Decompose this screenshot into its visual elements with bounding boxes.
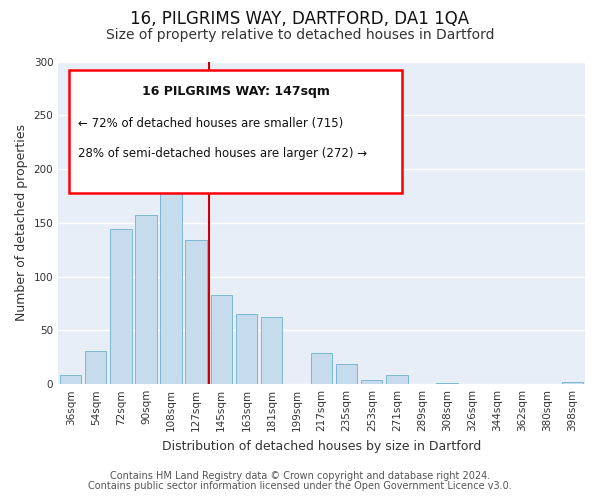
Y-axis label: Number of detached properties: Number of detached properties xyxy=(15,124,28,322)
Text: Contains HM Land Registry data © Crown copyright and database right 2024.: Contains HM Land Registry data © Crown c… xyxy=(110,471,490,481)
Bar xyxy=(236,314,257,384)
Bar xyxy=(85,351,106,384)
Text: Size of property relative to detached houses in Dartford: Size of property relative to detached ho… xyxy=(106,28,494,42)
Text: 16 PILGRIMS WAY: 147sqm: 16 PILGRIMS WAY: 147sqm xyxy=(142,85,329,98)
Bar xyxy=(562,382,583,384)
Text: 16, PILGRIMS WAY, DARTFORD, DA1 1QA: 16, PILGRIMS WAY, DARTFORD, DA1 1QA xyxy=(130,10,470,28)
Bar xyxy=(436,383,458,384)
Text: ← 72% of detached houses are smaller (715): ← 72% of detached houses are smaller (71… xyxy=(78,118,343,130)
Text: 28% of semi-detached houses are larger (272) →: 28% of semi-detached houses are larger (… xyxy=(78,148,367,160)
Bar xyxy=(160,125,182,384)
Bar xyxy=(361,380,382,384)
Text: Contains public sector information licensed under the Open Government Licence v3: Contains public sector information licen… xyxy=(88,481,512,491)
Bar xyxy=(60,374,82,384)
Bar xyxy=(185,240,207,384)
Bar xyxy=(311,353,332,384)
X-axis label: Distribution of detached houses by size in Dartford: Distribution of detached houses by size … xyxy=(162,440,481,452)
Bar xyxy=(211,295,232,384)
Bar xyxy=(110,230,131,384)
Bar xyxy=(136,216,157,384)
Bar xyxy=(386,374,407,384)
Bar xyxy=(261,318,282,384)
Bar xyxy=(336,364,358,384)
